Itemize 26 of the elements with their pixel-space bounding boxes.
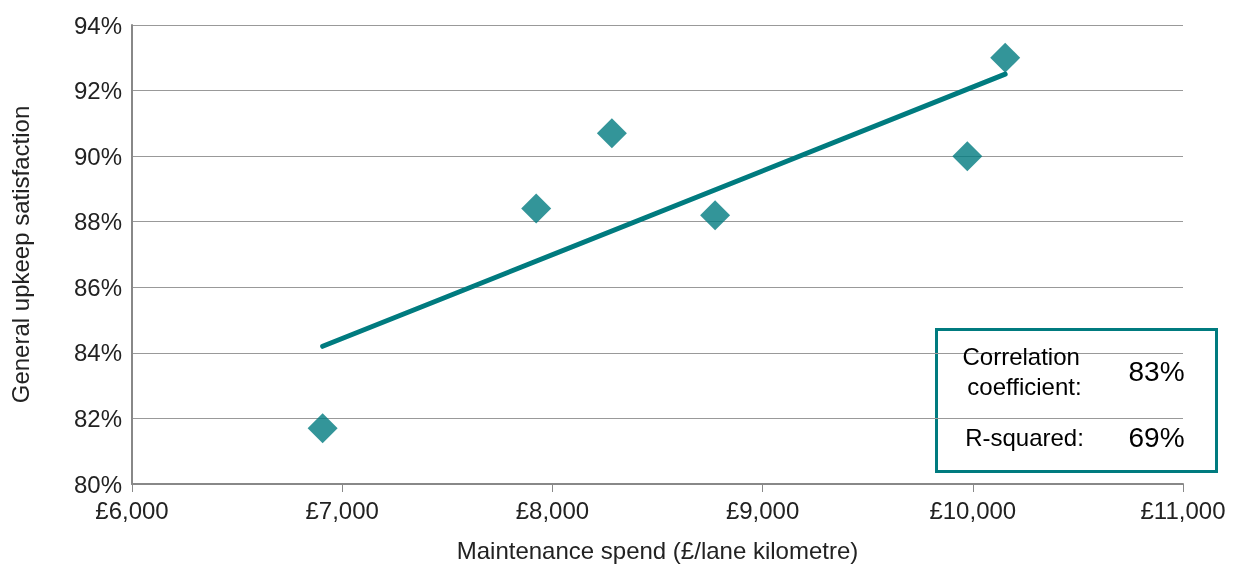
point bbox=[700, 200, 731, 231]
point bbox=[990, 42, 1021, 73]
annotation: 83% bbox=[1128, 356, 1185, 387]
annotation: R-squared: bbox=[965, 424, 1084, 451]
x-tick-label: £7,000 bbox=[305, 496, 379, 524]
point bbox=[521, 193, 552, 224]
x-tick-label: £9,000 bbox=[725, 496, 800, 524]
y-tick-label: 80% bbox=[73, 470, 122, 498]
x-axis-title: Maintenance spend (£/lane kilometre) bbox=[456, 536, 859, 564]
point bbox=[596, 118, 627, 149]
point bbox=[952, 141, 983, 172]
annotation: 69% bbox=[1128, 422, 1185, 453]
x-tick-label: £6,000 bbox=[95, 496, 169, 524]
x-tick-label: £8,000 bbox=[515, 496, 590, 524]
y-tick-label: 90% bbox=[73, 142, 122, 170]
annotation: Correlation coefficient: bbox=[962, 343, 1087, 400]
y-tick-label: 86% bbox=[73, 273, 122, 301]
y-axis-title: General upkeep satisfaction bbox=[6, 105, 34, 404]
point bbox=[307, 413, 338, 444]
x-tick-label: £10,000 bbox=[929, 496, 1017, 524]
y-tick-label: 82% bbox=[73, 404, 122, 432]
y-tick-label: 84% bbox=[73, 339, 122, 367]
y-tick-label: 94% bbox=[73, 11, 122, 39]
y-tick-label: 88% bbox=[73, 208, 122, 236]
y-tick-label: 92% bbox=[73, 77, 122, 105]
x-tick-label: £11,000 bbox=[1140, 496, 1226, 524]
